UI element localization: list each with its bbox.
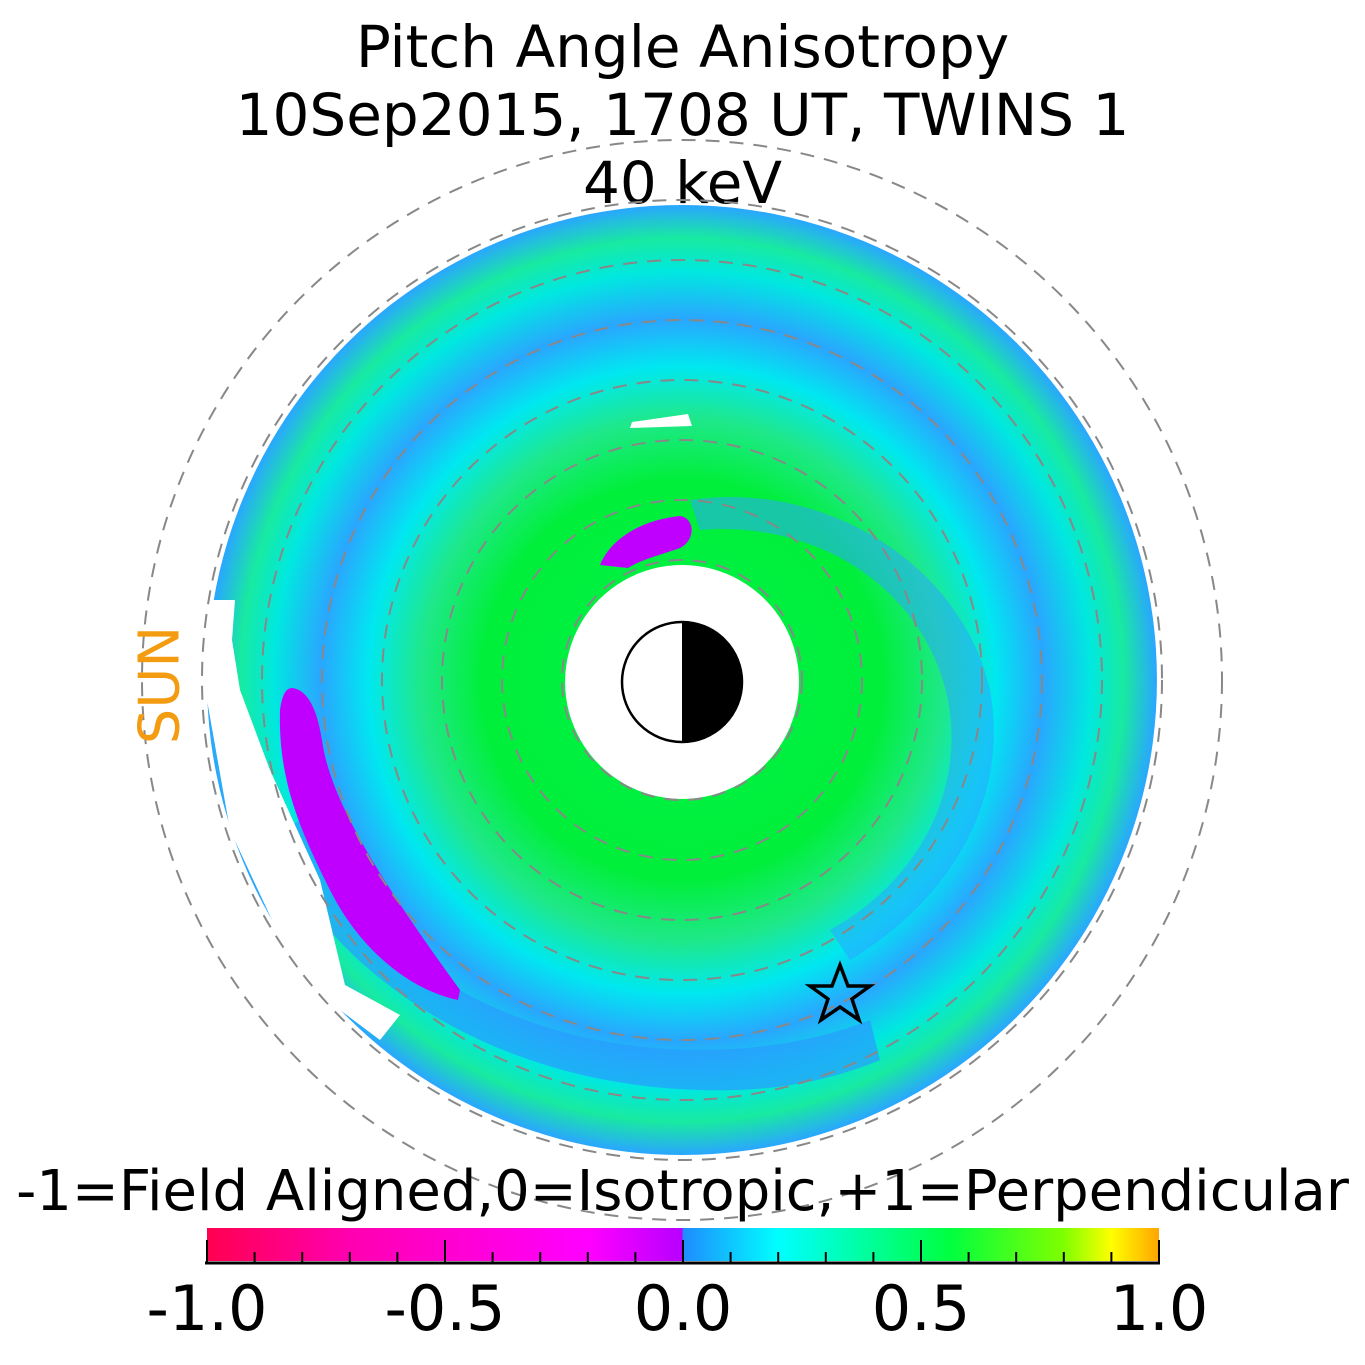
dashed-ring — [501, 499, 863, 861]
dashed-ring — [141, 139, 1223, 1221]
dashed-ring — [261, 259, 1103, 1101]
colorbar-label: -1=Field Aligned,0=Isotropic,+1=Perpendi… — [16, 1159, 1349, 1224]
star-icon — [804, 960, 876, 1025]
colorbar-tick-label: 1.0 — [1110, 1272, 1209, 1345]
earth-icon — [620, 620, 744, 744]
dashed-ring — [561, 559, 803, 801]
purple-region-center — [600, 516, 692, 568]
left-gap — [207, 600, 400, 1040]
anisotropy-annulus — [206, 205, 1157, 1155]
colorbar-tick-label: -1.0 — [147, 1272, 268, 1345]
blue-spiral-band — [690, 496, 994, 960]
dashed-ring — [321, 319, 1043, 1041]
top-gap — [630, 414, 692, 428]
sun-direction-label: SUN — [127, 625, 193, 745]
dashed-rings — [141, 139, 1223, 1221]
dashed-ring — [381, 379, 983, 981]
purple-region-left — [279, 688, 460, 1000]
colorbar-ticks: -1.0 -0.5 0.0 0.5 1.0 — [147, 1240, 1209, 1345]
colorbar-tick-label: -0.5 — [385, 1272, 506, 1345]
colorbar-tick-label: 0.0 — [634, 1272, 733, 1345]
colorbar: -1.0 -0.5 0.0 0.5 1.0 — [147, 1228, 1209, 1345]
dashed-ring — [441, 439, 923, 921]
title-line-1: Pitch Angle Anisotropy — [355, 13, 1010, 81]
colorbar-tick-label: 0.5 — [872, 1272, 971, 1345]
anisotropy-map — [206, 205, 1157, 1155]
dashed-ring — [201, 199, 1163, 1161]
title-line-2: 10Sep2015, 1708 UT, TWINS 1 — [235, 81, 1130, 149]
